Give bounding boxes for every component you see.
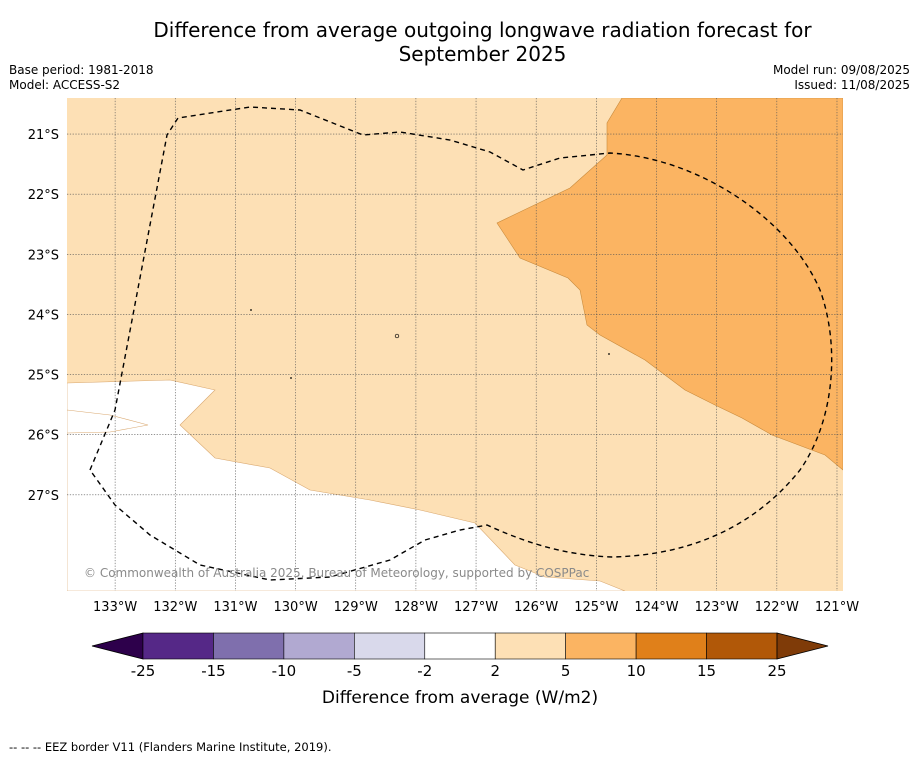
longitude-label: 130°W xyxy=(274,600,318,615)
base-period: Base period: 1981-2018 xyxy=(9,63,154,77)
colorbar-tick: -5 xyxy=(347,662,362,680)
island-mark xyxy=(290,377,292,379)
colorbar-extend-high xyxy=(776,632,829,660)
map-area: © Commonwealth of Australia 2025, Bureau… xyxy=(67,98,843,591)
colorbar-bin xyxy=(283,632,355,660)
colorbar-tick: 15 xyxy=(697,662,716,680)
longitude-label: 133°W xyxy=(93,600,137,615)
colorbar: -25 -15 -10 -5 -2 2 5 10 15 25 Difference from av… xyxy=(91,632,829,708)
colorbar-bin xyxy=(424,632,496,660)
island-mark xyxy=(608,353,610,355)
colorbar-bin xyxy=(354,632,426,660)
colorbar-bin xyxy=(213,632,285,660)
colorbar-tick: 5 xyxy=(561,662,571,680)
colorbar-bin xyxy=(635,632,707,660)
longitude-label: 126°W xyxy=(514,600,558,615)
longitude-labels: 133°W 132°W 131°W 130°W 129°W 128°W 127°W 126°W… xyxy=(93,600,859,615)
colorbar-tick: -25 xyxy=(131,662,156,680)
eez-border xyxy=(89,106,833,581)
latitude-label: 23°S xyxy=(28,248,59,263)
latitude-label: 22°S xyxy=(28,188,59,203)
colorbar-tick: 25 xyxy=(767,662,786,680)
colorbar-tick: -10 xyxy=(272,662,297,680)
latitude-label: 24°S xyxy=(28,308,59,323)
latitude-label: 25°S xyxy=(28,369,59,384)
region-5-to-10 xyxy=(496,98,843,471)
longitude-label: 129°W xyxy=(334,600,378,615)
longitude-label: 127°W xyxy=(454,600,498,615)
longitude-label: 132°W xyxy=(153,600,197,615)
colorbar-bin xyxy=(494,632,566,660)
longitude-label: 121°W xyxy=(815,600,859,615)
meta-right: Model run: 09/08/2025 Issued: 11/08/2025 xyxy=(773,63,910,93)
region-neutral-west-edge xyxy=(67,409,149,434)
longitude-label: 131°W xyxy=(213,600,257,615)
colorbar-tick: 2 xyxy=(490,662,500,680)
title-line-2: September 2025 xyxy=(398,42,567,66)
colorbar-extend-low xyxy=(91,632,144,660)
meta-left: Base period: 1981-2018 Model: ACCESS-S2 xyxy=(9,63,154,93)
latitude-label: 26°S xyxy=(28,429,59,444)
colorbar-bin xyxy=(142,632,214,660)
colorbar-bin xyxy=(706,632,778,660)
footnote: -- -- -- EEZ border V11 (Flanders Marine… xyxy=(9,740,332,754)
colorbar-tick: -15 xyxy=(201,662,226,680)
region-neutral-southwest xyxy=(67,379,626,591)
latitude-label: 27°S xyxy=(28,489,59,504)
longitude-label: 125°W xyxy=(574,600,618,615)
longitude-label: 124°W xyxy=(634,600,678,615)
model-name: Model: ACCESS-S2 xyxy=(9,78,121,92)
island-mark xyxy=(394,333,400,339)
model-run: Model run: 09/08/2025 xyxy=(772,63,910,77)
colorbar-tick-labels: -25 -15 -10 -5 -2 2 5 10 15 25 xyxy=(131,662,787,680)
colorbar-label: Difference from average (W/m2) xyxy=(322,688,598,708)
gridlines xyxy=(67,98,843,591)
colorbar-tick: 10 xyxy=(627,662,646,680)
longitude-label: 123°W xyxy=(695,600,739,615)
chart-title: Difference from average outgoing longwav… xyxy=(0,18,919,66)
title-line-1: Difference from average outgoing longwav… xyxy=(153,18,812,42)
latitude-label: 21°S xyxy=(28,128,59,143)
longitude-label: 122°W xyxy=(755,600,799,615)
latitude-labels: 21°S 22°S 23°S 24°S 25°S 26°S 27°S xyxy=(28,128,59,504)
copyright-watermark: © Commonwealth of Australia 2025, Bureau… xyxy=(84,566,589,580)
colorbar-bin xyxy=(565,632,637,660)
longitude-label: 128°W xyxy=(394,600,438,615)
colorbar-tick: -2 xyxy=(417,662,432,680)
island-mark xyxy=(250,309,252,311)
issued-date: Issued: 11/08/2025 xyxy=(794,78,910,92)
colorbar-bins xyxy=(142,632,778,660)
